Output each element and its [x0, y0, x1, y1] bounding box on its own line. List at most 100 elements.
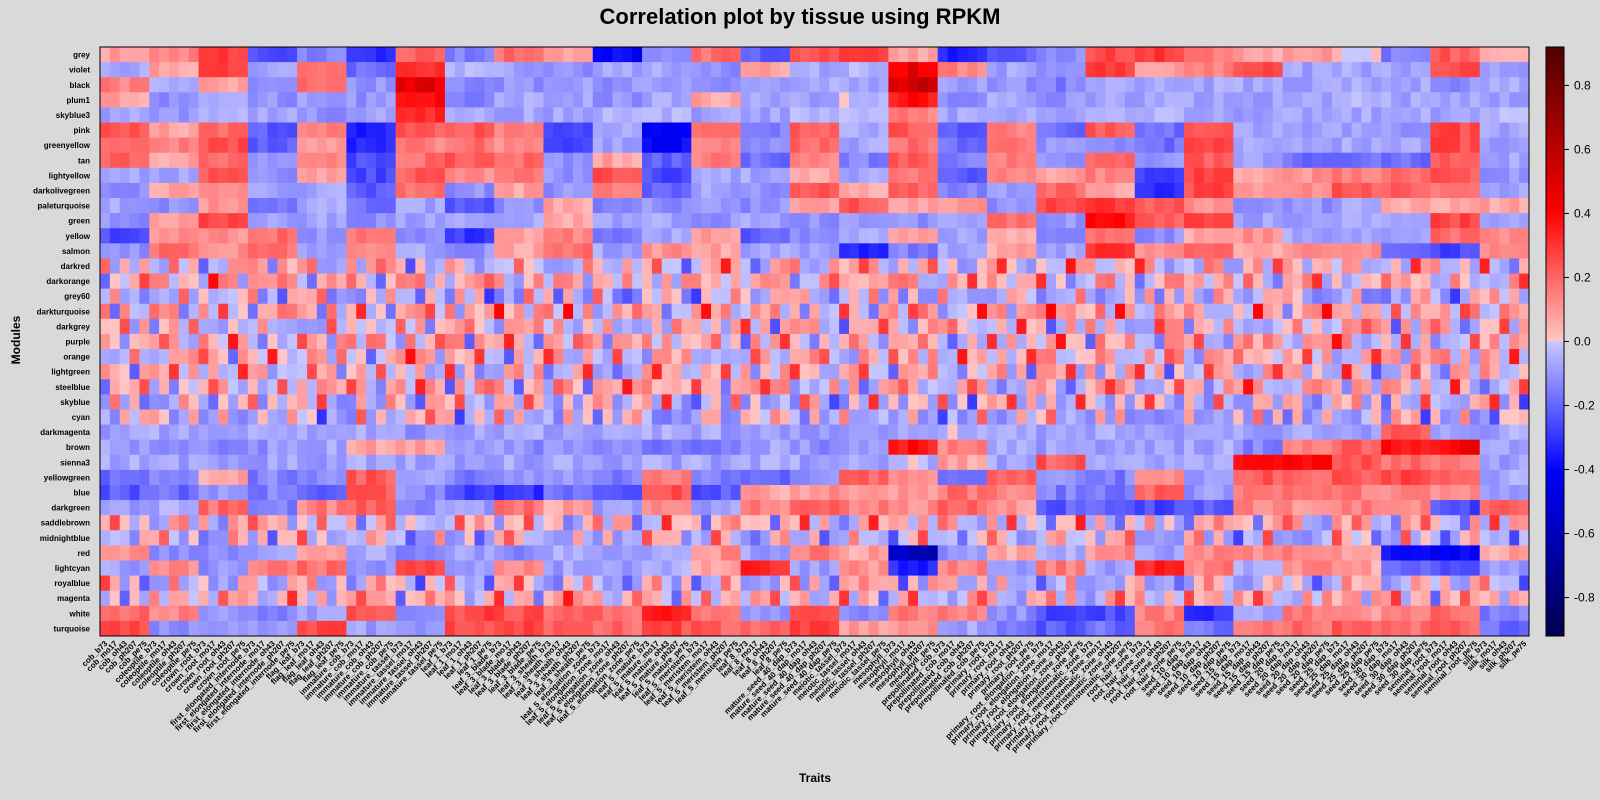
heatmap-cell — [563, 167, 574, 184]
heatmap-cell — [1075, 469, 1086, 486]
heatmap-cell — [1223, 77, 1234, 93]
heatmap-cell — [1460, 364, 1471, 380]
heatmap-cell — [1055, 500, 1067, 516]
heatmap-cell — [730, 424, 741, 441]
heatmap-cell — [632, 560, 643, 576]
heatmap-cell — [277, 454, 288, 471]
heatmap-cell — [316, 515, 328, 531]
heatmap-cell — [494, 379, 505, 395]
heatmap-cell — [1055, 213, 1067, 229]
heatmap-cell — [720, 469, 732, 486]
heatmap-cell — [730, 469, 741, 486]
heatmap-cell — [1341, 228, 1353, 244]
heatmap-cell — [1075, 379, 1086, 395]
heatmap-cell — [681, 530, 692, 546]
heatmap-cell — [898, 409, 909, 425]
heatmap-cell — [917, 107, 929, 123]
heatmap-cell — [100, 469, 111, 486]
heatmap-cell — [316, 333, 328, 350]
heatmap-cell — [504, 303, 515, 320]
heatmap-cell — [986, 333, 998, 350]
heatmap-cell — [661, 409, 672, 425]
heatmap-cell — [701, 77, 712, 93]
heatmap-cell — [257, 92, 268, 108]
heatmap-cell — [267, 122, 278, 139]
heatmap-cell — [799, 409, 810, 425]
heatmap-cell — [513, 424, 525, 441]
heatmap-cell — [543, 152, 554, 169]
heatmap-cell — [1253, 152, 1264, 169]
heatmap-cell — [888, 424, 899, 441]
heatmap-cell — [1489, 439, 1500, 456]
heatmap-cell — [1203, 137, 1215, 154]
heatmap-cell — [908, 107, 919, 123]
heatmap-cell — [691, 122, 702, 139]
heatmap-cell — [947, 107, 958, 123]
heatmap-cell — [494, 198, 505, 214]
heatmap-cell — [247, 303, 259, 320]
heatmap-cell — [1499, 288, 1510, 305]
heatmap-cell — [720, 62, 732, 78]
heatmap-cell — [1164, 454, 1175, 471]
heatmap-cell — [247, 228, 259, 244]
heatmap-cell — [168, 303, 180, 320]
heatmap-cell — [848, 349, 860, 365]
heatmap-cell — [257, 530, 268, 546]
heatmap-cell — [1371, 500, 1382, 516]
heatmap-cell — [1519, 454, 1530, 471]
heatmap-cell — [1154, 213, 1165, 229]
heatmap-cell — [1460, 243, 1471, 259]
heatmap-cell — [464, 228, 475, 244]
heatmap-cell — [247, 62, 259, 78]
heatmap-cell — [1193, 288, 1205, 305]
heatmap-cell — [839, 182, 850, 199]
heatmap-cell — [1105, 213, 1116, 229]
heatmap-cell — [957, 77, 968, 93]
heatmap-cell — [109, 62, 121, 78]
heatmap-cell — [415, 484, 426, 501]
heatmap-cell — [750, 484, 761, 501]
heatmap-cell — [1430, 439, 1441, 456]
heatmap-cell — [681, 273, 692, 290]
heatmap-cell — [356, 469, 367, 486]
heatmap-cell — [780, 424, 791, 441]
heatmap-cell — [789, 92, 801, 108]
heatmap-cell — [198, 303, 209, 320]
heatmap-cell — [474, 258, 485, 274]
heatmap-cell — [346, 182, 357, 199]
heatmap-cell — [809, 379, 820, 395]
heatmap-cell — [898, 198, 909, 214]
heatmap-cell — [1351, 409, 1362, 425]
heatmap-cell — [1430, 92, 1441, 108]
heatmap-cell — [1105, 273, 1116, 290]
heatmap-cell — [1253, 273, 1264, 290]
heatmap-cell — [770, 243, 781, 259]
heatmap-cell — [1036, 454, 1047, 471]
heatmap-cell — [858, 379, 870, 395]
heatmap-cell — [1371, 228, 1382, 244]
heatmap-cell — [247, 469, 259, 486]
heatmap-cell — [464, 47, 475, 63]
heatmap-cell — [651, 379, 663, 395]
heatmap-cell — [1006, 303, 1017, 320]
heatmap-cell — [1400, 454, 1412, 471]
heatmap-cell — [760, 258, 771, 274]
heatmap-cell — [878, 530, 889, 546]
heatmap-cell — [425, 364, 436, 380]
heatmap-cell — [1479, 167, 1490, 184]
heatmap-cell — [425, 182, 436, 199]
heatmap-cell — [839, 47, 850, 63]
heatmap-cell — [159, 560, 170, 576]
heatmap-cell — [139, 500, 150, 516]
heatmap-cell — [582, 167, 594, 184]
heatmap-cell — [1469, 469, 1481, 486]
heatmap-cell — [109, 318, 121, 335]
heatmap-cell — [159, 484, 170, 501]
heatmap-cell — [1391, 439, 1402, 456]
heatmap-cell — [986, 364, 998, 380]
heatmap-cell — [977, 122, 988, 139]
heatmap-cell — [149, 47, 160, 63]
heatmap-cell — [257, 152, 268, 169]
heatmap-cell — [878, 167, 889, 184]
heatmap-cell — [671, 303, 682, 320]
